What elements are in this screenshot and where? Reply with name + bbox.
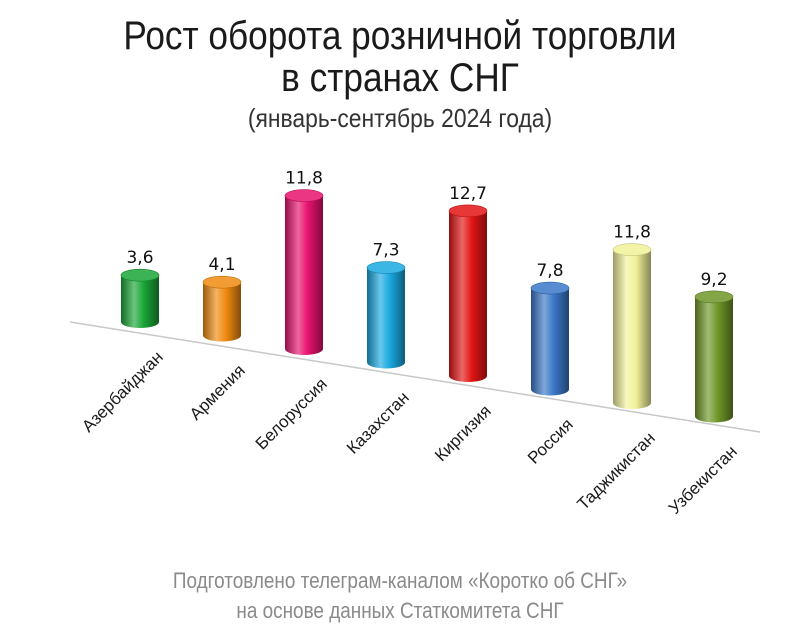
bar-5: [530, 281, 570, 396]
chart-title-line2: в странах СНГ: [281, 56, 519, 100]
category-label-1: Армения: [186, 361, 249, 424]
footer-source-line1: Подготовлено телеграм-каналом «Коротко о…: [172, 568, 628, 593]
value-label-6: 11,8: [613, 223, 651, 243]
category-label-4: Киргизия: [431, 401, 495, 465]
bar-4: [448, 204, 488, 382]
value-label-1: 4,1: [208, 255, 235, 275]
category-label-2: Белоруссия: [252, 374, 331, 453]
category-label-0: Азербайджан: [78, 347, 167, 436]
chart-title: Рост оборота розничной торговли: [123, 14, 677, 58]
category-label-7: Узбекистан: [665, 442, 741, 518]
chart-subtitle: (январь-сентябрь 2024 года): [247, 103, 553, 133]
value-label-7: 9,2: [700, 270, 727, 290]
baseline: [69, 321, 761, 433]
category-label-5: Россия: [524, 415, 577, 468]
bar-3: [366, 261, 406, 369]
bar-7: [694, 290, 734, 423]
category-label-6: Таджикистан: [573, 428, 658, 513]
value-label-2: 11,8: [285, 169, 323, 189]
bar-chart: 3,6 4,1 11,8 7,3 12,7 7,8 11,8 9,2 Азербайджан А…: [69, 169, 761, 518]
category-label-3: Казахстан: [343, 388, 413, 458]
value-label-3: 7,3: [372, 241, 399, 261]
footer-source-line2: на основе данных Статкомитета СНГ: [236, 598, 564, 623]
value-label-0: 3,6: [126, 248, 153, 268]
bar-0: [120, 268, 160, 328]
value-label-4: 12,7: [449, 184, 487, 204]
bar-1: [202, 275, 242, 342]
bar-6: [612, 243, 652, 409]
value-label-5: 7,8: [536, 261, 563, 281]
bar-2: [284, 189, 324, 355]
